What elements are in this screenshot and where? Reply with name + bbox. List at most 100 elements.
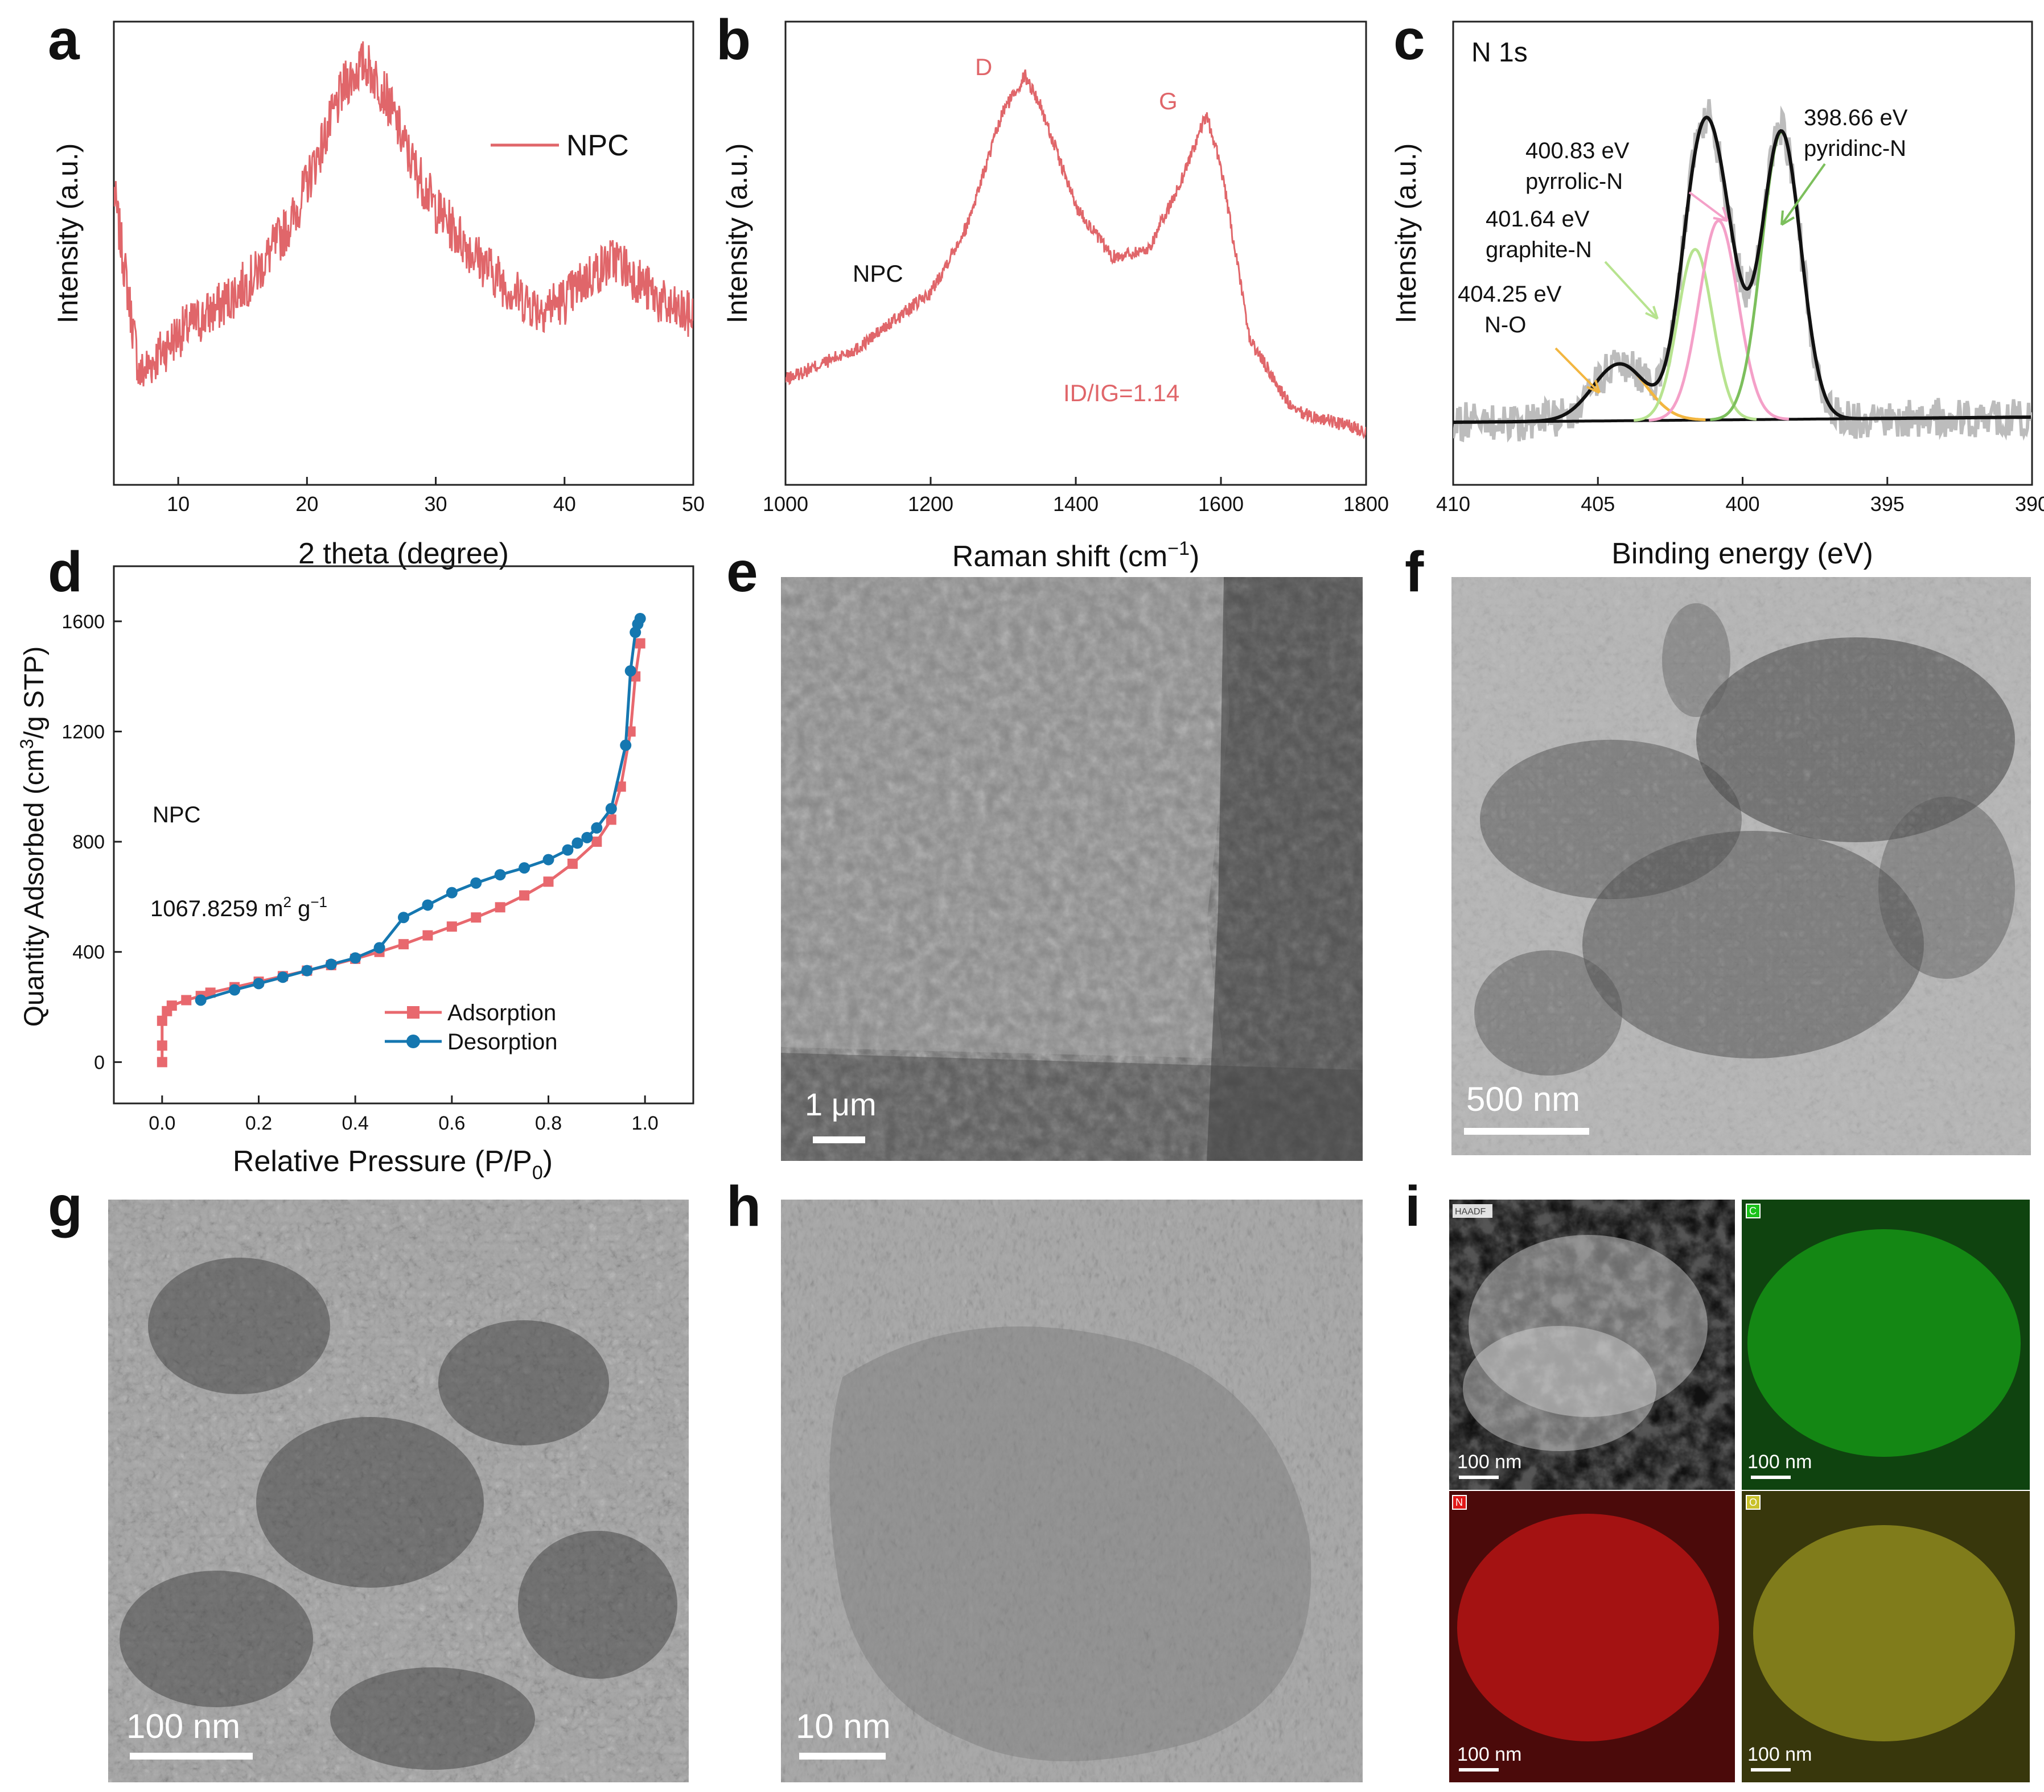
panel-i-nitrogen-tag: N [1455, 1497, 1463, 1508]
panel-g-tem-image: 100 nm [108, 1200, 689, 1782]
panel-e-scale-bar [813, 1136, 865, 1143]
panel-b-y-axis-label: Intensity (a.u.) [721, 143, 753, 324]
panel-c-y-axis-label: Intensity (a.u.) [1390, 143, 1422, 324]
panel-d-y-tick-label: 1200 [61, 721, 105, 743]
panel-b-frame [784, 20, 1367, 486]
panel-b-peak-d-label: D [975, 53, 992, 80]
panel-i-oxygen-map: O 100 nm [1742, 1491, 2030, 1782]
panel-d-adsorption-point [166, 1000, 177, 1011]
panel-c-arrows [1554, 163, 1826, 394]
panel-label-g: g [48, 1175, 83, 1238]
panel-b-ratio-label: ID/IG=1.14 [1063, 380, 1179, 406]
panel-c-fit-pyrrolic [1648, 219, 1790, 422]
panel-b-npc-line [785, 69, 1366, 439]
panel-d-adsorption-point [398, 939, 409, 950]
panel-d-adsorption-point [567, 858, 578, 869]
panel-d-x-tick-label: 1.0 [632, 1113, 659, 1134]
panel-d-desorption-point [519, 862, 530, 874]
panel-c-x-ticks: 410 405 400 395 390 [1436, 477, 2044, 516]
panel-a-y-axis-label: Intensity (a.u.) [52, 143, 84, 324]
panel-c-chart: 410 405 400 395 390 N 1s 398.66 eV pyridinc-… [1390, 20, 2044, 570]
panel-c-x-axis-label: Binding energy (eV) [1611, 537, 1873, 570]
panel-b-chart: 1000 1200 1400 1600 1800 D G NPC ID/IG=1.14 … [721, 20, 1389, 573]
panel-b-x-ticks: 1000 1200 1400 1600 1800 [763, 477, 1389, 516]
panel-c-graphite-name: graphite-N [1486, 237, 1592, 262]
panel-i-nitrogen-scale: 100 nm [1457, 1744, 1521, 1765]
panel-b-x-tick-label: 1200 [908, 492, 953, 516]
panel-d-adsorption-point [635, 638, 645, 649]
panel-c-pyridinic-ev: 398.66 eV [1804, 105, 1908, 130]
panel-d-desorption-point [620, 739, 632, 751]
panel-f-scale-bar [1464, 1128, 1589, 1135]
panel-d-desorption-point [542, 854, 554, 866]
panel-label-c: c [1393, 8, 1425, 72]
panel-d-desorption-point [229, 984, 241, 996]
panel-d-desorption-point [446, 887, 458, 899]
panel-d-legend-desorption: Desorption [447, 1029, 557, 1054]
panel-b-x-tick-label: 1800 [1343, 492, 1389, 516]
panel-h-scale-label: 10 nm [796, 1707, 891, 1745]
panel-d-adsorption-point [181, 995, 192, 1006]
panel-b-x-tick-label: 1400 [1053, 492, 1099, 516]
panel-c-x-tick-label: 395 [1870, 492, 1905, 516]
panel-d-y-tick-label: 0 [94, 1052, 105, 1073]
panel-i-haadf-map: HAADF 100 nm [1449, 1200, 1735, 1490]
panel-d-desorption-point [624, 665, 636, 677]
panel-d-x-tick-label: 0.0 [149, 1113, 175, 1134]
panel-d-desorption-point [253, 978, 265, 990]
panel-b-x-tick-label: 1600 [1198, 492, 1244, 516]
panel-d-desorption-point [195, 994, 207, 1006]
panel-c-pyridinic-name: pyridinc-N [1804, 136, 1906, 161]
panel-d-x-axis-label: Relative Pressure (P/P0) [233, 1145, 553, 1184]
panel-c-x-tick-label: 405 [1581, 492, 1615, 516]
panel-g-scale-label: 100 nm [126, 1707, 240, 1745]
panel-a-npc-line [114, 41, 693, 386]
panel-a-x-tick-label: 50 [682, 492, 705, 516]
panel-c-no-name: N-O [1484, 312, 1526, 337]
panel-c-x-tick-label: 400 [1725, 492, 1759, 516]
panel-c-envelope [1453, 116, 2031, 424]
panel-d-adsorption-point [519, 890, 530, 901]
panel-d-desorption-point [605, 803, 617, 815]
panel-e-sem-image: 1 μm [781, 577, 1363, 1161]
panel-h-scale-bar [799, 1753, 886, 1760]
panel-d-desorption-point [349, 952, 361, 964]
panel-i-oxygen-tag: O [1749, 1497, 1757, 1508]
panel-c-pyrrolic-ev: 400.83 eV [1525, 138, 1630, 163]
panel-d-desorption-point [301, 965, 313, 977]
panel-d-desorption-point [581, 831, 593, 843]
panel-a-chart: 10 20 30 40 50 NPC 2 theta (degree) Intensit… [52, 20, 705, 570]
panel-d-adsorption-point [543, 876, 554, 887]
panel-d-desorption-point [591, 822, 603, 834]
panel-a-legend-label: NPC [566, 129, 629, 162]
panel-d-y-tick-label: 1600 [61, 611, 105, 633]
panel-d-x-tick-label: 0.6 [438, 1113, 465, 1134]
panel-h-hrtem-image: 10 nm [781, 1200, 1363, 1782]
panel-c-fit-pyridinic [1710, 130, 1853, 421]
panel-c-graphite-ev: 401.64 eV [1486, 207, 1590, 232]
panel-b-x-tick-label: 1000 [763, 492, 808, 516]
panel-a-frame [113, 20, 694, 486]
panel-label-d: d [48, 540, 83, 604]
panel-d-adsorption-point [471, 912, 482, 923]
panel-d-legend-adsorption: Adsorption [447, 1000, 556, 1025]
panel-d-y-tick-label: 400 [72, 942, 105, 963]
panel-label-i: i [1405, 1175, 1421, 1238]
panel-d-adsorption-point [495, 902, 505, 913]
panel-label-h: h [726, 1175, 762, 1238]
panel-d-desorption-point [422, 899, 434, 911]
panel-a-x-axis-label: 2 theta (degree) [298, 537, 509, 570]
panel-d-desorption-point [494, 869, 506, 881]
panel-b-x-axis-label: Raman shift (cm−1) [952, 538, 1200, 573]
panel-b-sample-label: NPC [853, 260, 903, 287]
panel-d-adsorption-point [606, 814, 616, 825]
panel-d-x-tick-label: 0.8 [535, 1113, 562, 1134]
panel-d-adsorption-point [157, 1015, 167, 1026]
panel-label-a: a [48, 8, 80, 72]
panel-i-haadf-tag: HAADF [1455, 1207, 1486, 1217]
panel-d-desorption-line [200, 617, 641, 1002]
panel-d-desorption-point [470, 877, 482, 889]
panel-i-carbon-map: C 100 nm [1742, 1200, 2030, 1490]
panel-c-no-ev: 404.25 eV [1458, 282, 1562, 307]
